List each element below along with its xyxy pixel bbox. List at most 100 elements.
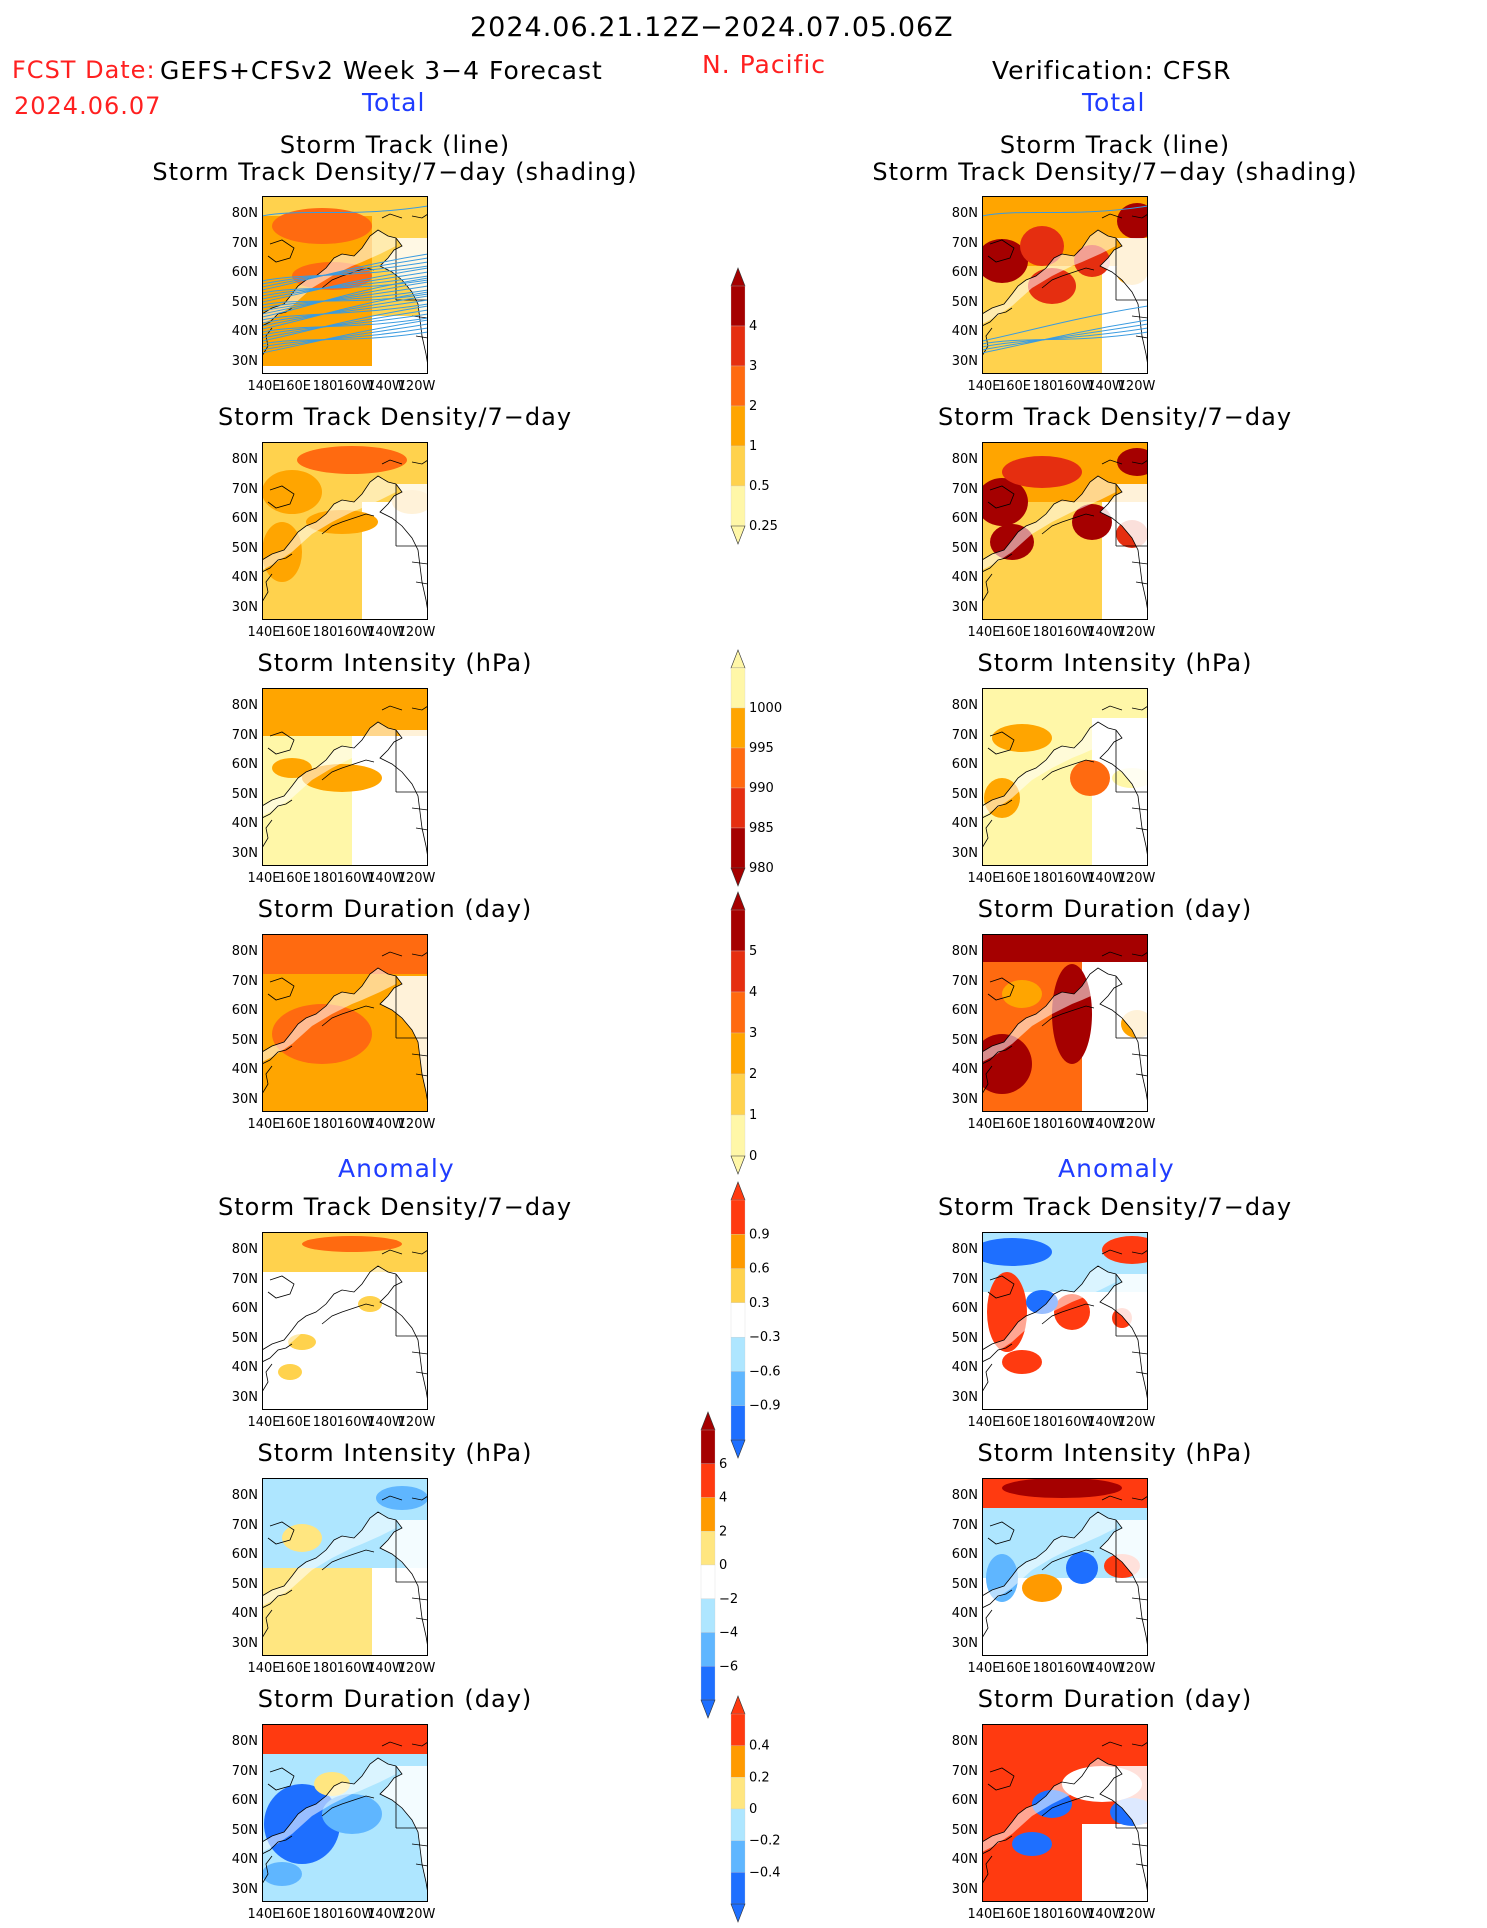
coastline [1131, 1351, 1148, 1355]
coastline [262, 229, 397, 315]
storm-track-line [262, 277, 428, 318]
coastline [411, 951, 428, 957]
coastline [982, 553, 1013, 573]
y-tick-label: 80N [951, 698, 978, 713]
colorbar-svg: 1000 995 990 985 980 [730, 649, 782, 887]
map-frame [982, 442, 1148, 620]
coastline [982, 1835, 1013, 1855]
coastline [1131, 1741, 1148, 1747]
colorbar-label: 0.4 [749, 1739, 770, 1754]
land-mask [982, 1266, 1116, 1360]
x-tick-label: 140W [367, 625, 405, 640]
coastline [379, 1519, 428, 1649]
coastline [381, 1741, 403, 1747]
y-tick-label: 50N [231, 1032, 258, 1048]
colorbar-segment [730, 950, 746, 993]
y-tick-label: 50N [951, 1822, 978, 1838]
colorbar-segment [730, 1872, 746, 1905]
y-tick-label: 60N [231, 511, 258, 526]
field-blob [1002, 456, 1082, 488]
coastline [415, 335, 428, 339]
x-tick-label: 160W [1056, 1117, 1095, 1132]
x-tick-label: 120W [397, 1907, 436, 1922]
y-tick-label: 80N [231, 698, 258, 713]
panel-title-ob-density: Storm Track Density/7−day [937, 403, 1293, 431]
coastline [987, 1767, 1015, 1791]
land-mask [982, 230, 1116, 324]
y-tick-label: 70N [951, 235, 978, 251]
x-tick-label: 160E [277, 871, 312, 886]
coastline [982, 819, 993, 849]
coastline [987, 485, 1015, 509]
coastline [262, 475, 397, 561]
y-tick-label: 80N [951, 206, 978, 221]
x-tick-label: 120W [397, 379, 436, 394]
coastline [262, 1609, 273, 1639]
x-tick-label: 160E [277, 1415, 312, 1430]
x-tick-label: 180 [1032, 1117, 1058, 1132]
coastline [1101, 1249, 1123, 1255]
colorbar-label: 2 [719, 1524, 727, 1539]
colorbar-svg: 0.4 0.2 0 −0.2 −0.4 [730, 1695, 781, 1923]
colorbar-segment [730, 1808, 746, 1841]
y-tick-label: 80N [951, 1488, 978, 1503]
coastline [415, 827, 428, 831]
map-frame [982, 688, 1148, 866]
coastline [1131, 1843, 1148, 1847]
x-tick-label: 120W [397, 871, 436, 886]
colorbar-label: −2 [719, 1592, 738, 1607]
storm-track-line [262, 303, 428, 321]
field-shading [262, 688, 428, 736]
coastline [415, 1863, 428, 1867]
storm-track-line [262, 265, 428, 282]
y-tick-label: 70N [951, 1517, 978, 1533]
y-tick-label: 40N [231, 1062, 258, 1077]
colorbar-arrow-bottom [700, 1699, 716, 1719]
coastline [1101, 459, 1123, 465]
field-blob [1002, 1478, 1122, 1498]
map-svg [982, 196, 1148, 374]
colorbar-label: 3 [749, 359, 757, 374]
x-tick-label: 120W [1117, 625, 1156, 640]
y-tick-label: 70N [231, 1517, 258, 1533]
coastline [1135, 1073, 1148, 1077]
y-tick-label: 80N [231, 1488, 258, 1503]
coastline [1041, 1303, 1095, 1325]
y-tick-label: 50N [951, 1032, 978, 1048]
x-tick-label: 140W [367, 1415, 405, 1430]
storm-track-line [262, 291, 428, 330]
colorbar-duration: 5 4 3 2 1 0 [727, 890, 797, 1176]
colorbar-label: 0.9 [749, 1227, 770, 1242]
y-tick-label: 30N [231, 1091, 258, 1107]
coastline [411, 561, 428, 565]
x-tick-label: 180 [312, 871, 338, 886]
coastline [1041, 759, 1095, 781]
y-tick-label: 70N [951, 481, 978, 497]
storm-track-line [262, 205, 428, 217]
colorbar-label: −6 [719, 1659, 738, 1674]
coastline [262, 967, 397, 1053]
x-tick-label: 160W [336, 1661, 375, 1676]
y-tick-label: 50N [231, 540, 258, 556]
x-tick-label: 140W [367, 871, 405, 886]
y-tick-label: 50N [231, 294, 258, 310]
colorbar-segment [730, 1713, 746, 1746]
map-fc-duration [262, 934, 428, 1112]
colorbar-segment [730, 827, 746, 869]
coastline [982, 1363, 993, 1393]
panel-title-fc-density: Storm Track Density/7−day [217, 403, 573, 431]
storm-track-line [262, 317, 428, 333]
region-label: N. Pacific [702, 50, 827, 79]
y-tick-label: 40N [951, 324, 978, 339]
coastline [411, 1843, 428, 1847]
map-svg [982, 1232, 1148, 1410]
y-tick-label: 60N [231, 1003, 258, 1018]
coastline [1041, 513, 1095, 535]
field-blob [982, 239, 1028, 283]
y-tick-label: 80N [231, 944, 258, 959]
x-tick-label: 160E [277, 625, 312, 640]
colorbar-svg: 0.9 0.6 0.3 −0.3 −0.6 −0.9 [730, 1181, 781, 1459]
x-tick-label: 180 [1032, 871, 1058, 886]
x-tick-label: 180 [1032, 379, 1058, 394]
coastline [1131, 1495, 1148, 1501]
